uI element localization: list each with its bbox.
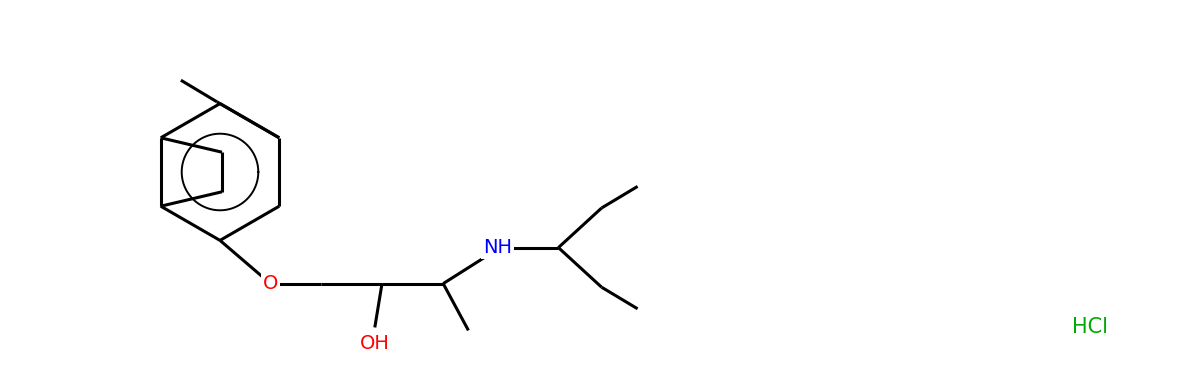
Text: HCl: HCl (1072, 317, 1108, 337)
Text: NH: NH (482, 238, 512, 257)
Text: O: O (263, 274, 278, 293)
Text: OH: OH (360, 334, 390, 353)
